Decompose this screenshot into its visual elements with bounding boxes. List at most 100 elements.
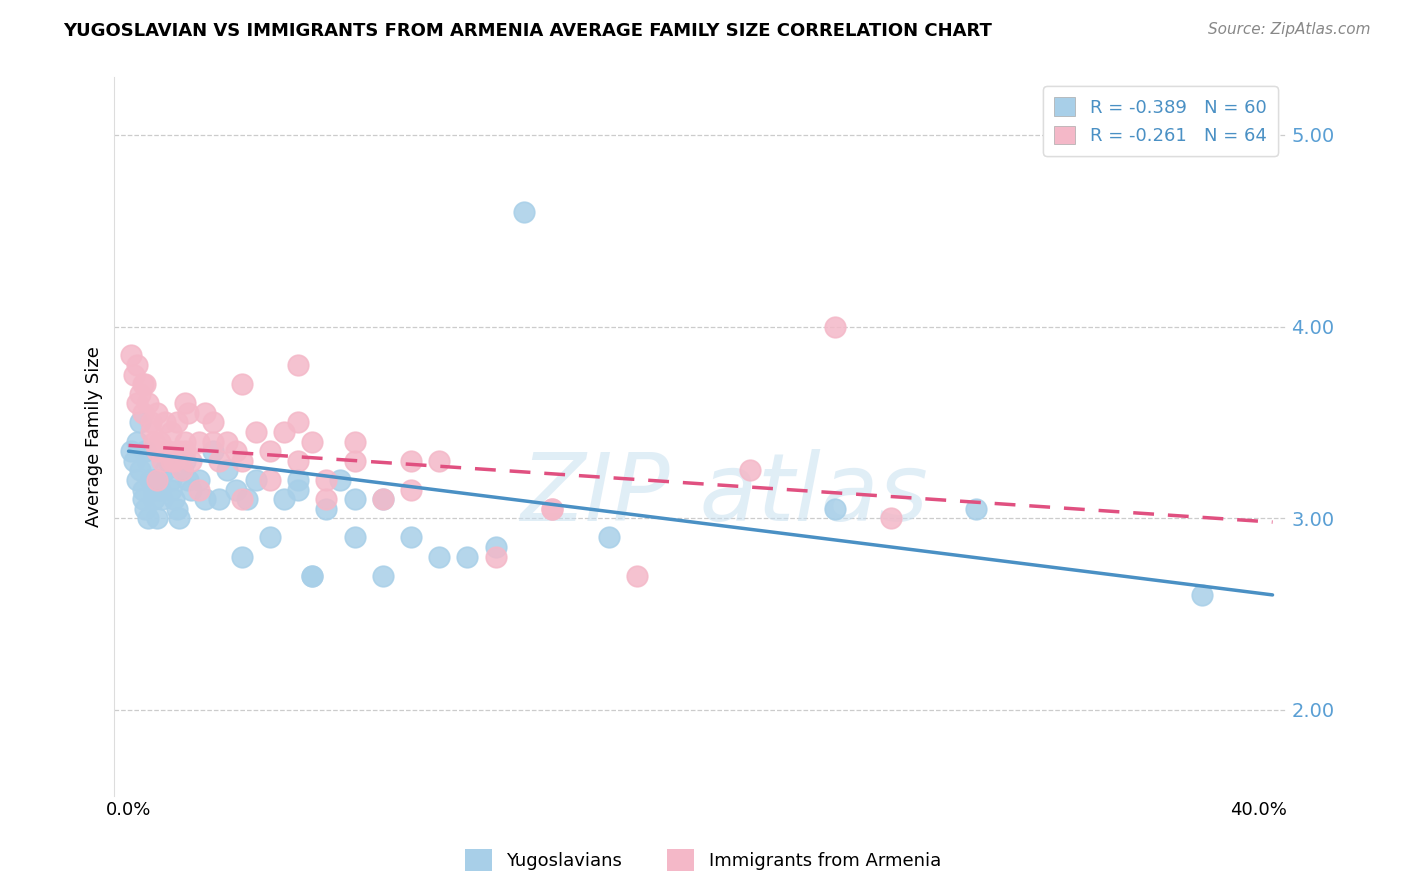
Point (315, 501, 337, 516)
Point (343, 434, 366, 449)
Point (174, 434, 197, 449)
Point (541, 501, 564, 516)
Point (157, 454, 180, 468)
Point (157, 444, 180, 458)
Point (1191, 588, 1213, 602)
Point (225, 483, 247, 497)
Point (177, 473, 200, 487)
Point (125, 396, 148, 410)
Point (427, 549, 450, 564)
Point (231, 549, 253, 564)
Point (120, 444, 142, 458)
Point (163, 454, 186, 468)
Point (160, 425, 183, 439)
Point (188, 434, 211, 449)
Point (146, 444, 169, 458)
Point (125, 358, 148, 372)
Point (180, 483, 202, 497)
Point (152, 454, 174, 468)
Point (273, 425, 295, 439)
Text: YUGOSLAVIAN VS IMMIGRANTS FROM ARMENIA AVERAGE FAMILY SIZE CORRELATION CHART: YUGOSLAVIAN VS IMMIGRANTS FROM ARMENIA A… (63, 22, 993, 40)
Point (149, 434, 172, 449)
Point (128, 386, 150, 401)
Point (231, 377, 253, 392)
Y-axis label: Average Family Size: Average Family Size (86, 346, 103, 527)
Point (259, 530, 281, 544)
Point (371, 492, 394, 507)
Point (236, 492, 259, 507)
Point (427, 454, 450, 468)
Point (287, 483, 309, 497)
Text: Source: ZipAtlas.com: Source: ZipAtlas.com (1208, 22, 1371, 37)
Point (125, 434, 148, 449)
Point (174, 444, 197, 458)
Point (136, 511, 159, 525)
Point (231, 492, 253, 507)
Point (163, 492, 186, 507)
Legend: Yugoslavians, Immigrants from Armenia: Yugoslavians, Immigrants from Armenia (457, 842, 949, 879)
Point (131, 492, 153, 507)
Point (131, 406, 153, 420)
Point (134, 444, 156, 458)
Point (824, 319, 846, 334)
Point (188, 473, 211, 487)
Point (343, 492, 366, 507)
Point (174, 396, 197, 410)
Point (273, 492, 295, 507)
Point (245, 473, 267, 487)
Point (194, 492, 217, 507)
Point (371, 568, 394, 582)
Point (166, 501, 188, 516)
Point (128, 416, 150, 430)
Point (142, 483, 165, 497)
Point (399, 530, 422, 544)
Point (371, 492, 394, 507)
Point (456, 549, 478, 564)
Point (626, 568, 648, 582)
Point (160, 454, 183, 468)
Point (174, 454, 197, 468)
Point (287, 473, 309, 487)
Point (217, 463, 239, 477)
Point (208, 454, 231, 468)
Point (315, 473, 337, 487)
Point (287, 416, 309, 430)
Point (122, 454, 145, 468)
Point (180, 454, 202, 468)
Point (155, 463, 177, 477)
Point (880, 511, 903, 525)
Point (142, 492, 165, 507)
Point (485, 549, 508, 564)
Point (136, 396, 159, 410)
Point (287, 454, 309, 468)
Point (329, 473, 352, 487)
Text: ZIP atlas: ZIP atlas (520, 449, 928, 540)
Point (202, 444, 225, 458)
Point (172, 463, 194, 477)
Point (485, 540, 508, 554)
Point (965, 501, 987, 516)
Point (146, 406, 169, 420)
Point (225, 444, 247, 458)
Point (343, 530, 366, 544)
Point (301, 568, 323, 582)
Point (166, 416, 188, 430)
Point (139, 425, 162, 439)
Point (142, 434, 165, 449)
Point (146, 511, 169, 525)
Point (315, 492, 337, 507)
Point (231, 454, 253, 468)
Point (245, 425, 267, 439)
Point (259, 444, 281, 458)
Point (301, 434, 323, 449)
Point (146, 473, 169, 487)
Point (134, 377, 156, 392)
Point (160, 473, 183, 487)
Point (287, 358, 309, 372)
Point (155, 416, 177, 430)
Point (202, 416, 225, 430)
Point (177, 406, 200, 420)
Point (301, 568, 323, 582)
Point (399, 483, 422, 497)
Point (169, 444, 191, 458)
